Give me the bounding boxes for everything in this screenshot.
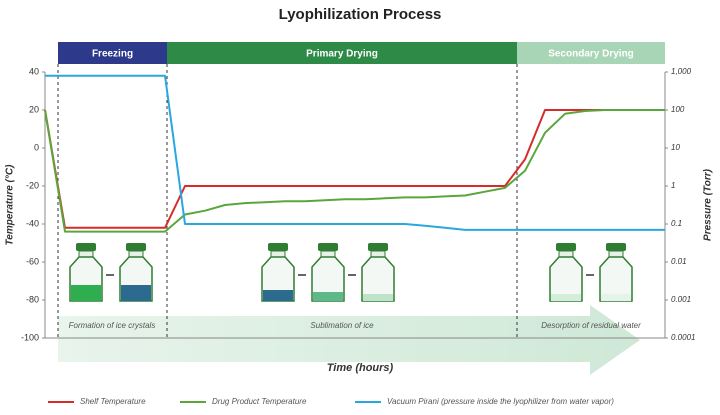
- annotation: Sublimation of ice: [310, 321, 374, 330]
- series-line: [44, 109, 665, 229]
- y-tick-label: 20: [29, 104, 39, 114]
- phase-band: [517, 42, 665, 64]
- process-arrow: [58, 305, 640, 375]
- legend-label: Vacuum Pirani (pressure inside the lyoph…: [387, 397, 614, 406]
- y-tick-label: -40: [26, 218, 39, 228]
- y-tick-label: 0: [34, 142, 39, 152]
- legend-label: Drug Product Temperature: [212, 397, 307, 406]
- y-tick-label: -60: [26, 256, 39, 266]
- phase-band: [58, 42, 167, 64]
- y-tick-label: -80: [26, 294, 39, 304]
- y2-tick-label: 1: [671, 181, 675, 190]
- legend-label: Shelf Temperature: [80, 397, 146, 406]
- y-tick-label: 40: [29, 66, 39, 76]
- chart-title: Lyophilization Process: [279, 6, 442, 23]
- phase-band: [167, 42, 517, 64]
- vials: [69, 243, 633, 302]
- y2-tick-label: 1,000: [671, 67, 692, 76]
- y2-tick-label: 0.0001: [671, 333, 695, 342]
- annotation: Desorption of residual water: [541, 321, 641, 330]
- y2-tick-label: 100: [671, 105, 685, 114]
- y2-tick-label: 0.01: [671, 257, 687, 266]
- series-line: [44, 109, 665, 233]
- y-axis-title: Temperature (°C): [5, 164, 16, 246]
- y2-axis-title: Pressure (Torr): [703, 168, 714, 241]
- annotation: Formation of ice crystals: [69, 321, 156, 330]
- phase-label: Freezing: [92, 49, 133, 60]
- y-tick-label: -100: [21, 332, 39, 342]
- x-axis-title: Time (hours): [327, 362, 394, 374]
- y-tick-label: -20: [26, 180, 39, 190]
- series-line: [45, 74, 665, 231]
- y2-tick-label: 10: [671, 143, 680, 152]
- phase-label: Secondary Drying: [548, 49, 634, 60]
- y2-tick-label: 0.1: [671, 219, 682, 228]
- y2-tick-label: 0.001: [671, 295, 691, 304]
- phase-label: Primary Drying: [306, 49, 378, 60]
